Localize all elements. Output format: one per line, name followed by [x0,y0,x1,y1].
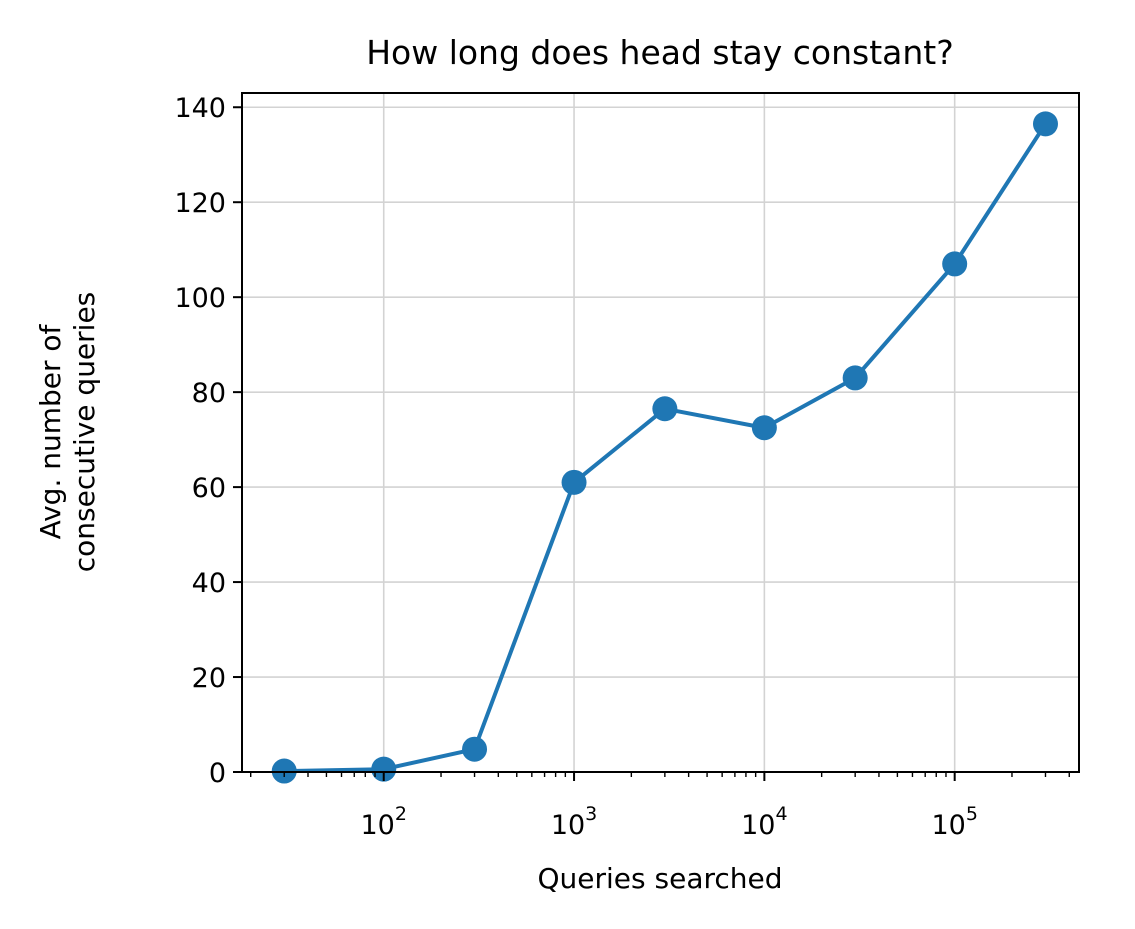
y-tick-label: 120 [174,188,226,219]
x-tick-label: 102 [361,803,407,841]
chart-title: How long does head stay constant? [366,33,954,72]
y-axis-label: Avg. number of consecutive queries [34,292,101,573]
data-point [942,251,968,277]
y-tick-label: 0 [209,758,226,789]
data-point [652,396,678,422]
grid [242,93,1079,773]
y-axis: 0 20 40 60 80 100 120 140 [174,93,242,789]
x-axis: 102 103 104 105 [250,772,1070,841]
x-tick-label-base: 10 [551,810,585,841]
x-tick-label-exponent: 2 [395,803,407,825]
x-tick-label-exponent: 4 [775,803,787,825]
y-axis-label-line-2: consecutive queries [68,292,101,573]
x-tick-label-exponent: 5 [966,803,978,825]
x-tick-label-exponent: 3 [585,803,597,825]
data-point [842,365,868,391]
data-point [1032,111,1058,137]
data-point [371,756,397,782]
x-axis-label: Queries searched [537,862,782,895]
data-layer [271,111,1058,784]
x-tick-label-base: 10 [931,810,965,841]
x-tick-label-base: 10 [741,810,775,841]
plot-frame [241,92,1080,773]
y-tick-label: 20 [192,663,226,694]
x-tick-label: 103 [551,803,597,841]
y-tick-label: 100 [174,283,226,314]
y-tick-label: 140 [174,93,226,124]
y-tick-label: 40 [192,568,226,599]
x-tick-label: 105 [931,803,977,841]
y-tick-label: 80 [192,378,226,409]
x-tick-label-base: 10 [361,810,395,841]
y-axis-label-line-1: Avg. number of [34,323,67,539]
x-tick-label: 104 [741,803,787,841]
data-point [751,415,777,441]
data-point [462,736,488,762]
data-point [561,469,587,495]
series-line [284,122,1048,774]
y-tick-label: 60 [192,473,226,504]
